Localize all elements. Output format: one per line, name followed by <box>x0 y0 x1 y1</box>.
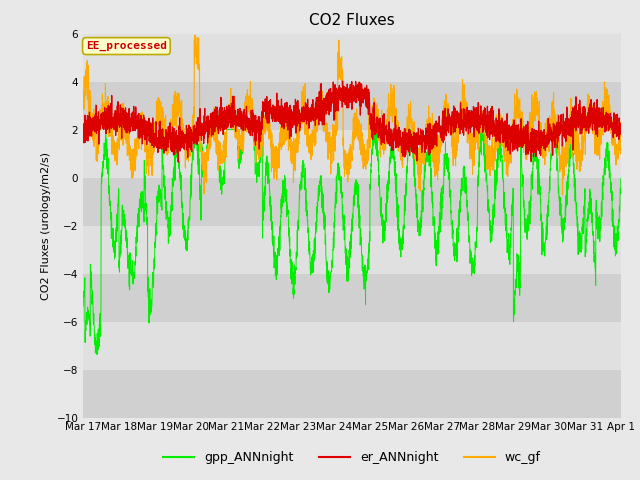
er_ANNnight <box>141 127 148 132</box>
er_ANNnight <box>79 128 87 133</box>
Text: EE_processed: EE_processed <box>86 41 167 51</box>
gpp_ANNnight <box>93 351 100 357</box>
Legend: gpp_ANNnight, er_ANNnight, wc_gf: gpp_ANNnight, er_ANNnight, wc_gf <box>158 446 546 469</box>
wc_gf <box>309 130 317 135</box>
Bar <box>83 226 621 274</box>
wc_gf <box>79 89 87 95</box>
gpp_ANNnight <box>617 175 625 181</box>
er_ANNnight <box>607 118 614 124</box>
wc_gf <box>617 124 625 130</box>
er_ANNnight <box>174 159 182 165</box>
Bar <box>83 274 621 322</box>
wc_gf <box>141 126 148 132</box>
gpp_ANNnight <box>190 127 198 132</box>
wc_gf <box>559 192 566 198</box>
wc_gf <box>607 109 614 115</box>
Bar <box>83 82 621 130</box>
Bar <box>83 178 621 226</box>
gpp_ANNnight <box>79 303 87 309</box>
Bar <box>83 130 621 178</box>
gpp_ANNnight <box>549 141 557 146</box>
gpp_ANNnight <box>173 141 180 147</box>
gpp_ANNnight <box>607 186 614 192</box>
gpp_ANNnight <box>141 186 148 192</box>
er_ANNnight <box>173 144 180 150</box>
Line: er_ANNnight: er_ANNnight <box>83 81 621 162</box>
Y-axis label: CO2 Fluxes (urology/m2/s): CO2 Fluxes (urology/m2/s) <box>41 152 51 300</box>
Bar <box>83 34 621 82</box>
Bar <box>83 322 621 370</box>
wc_gf <box>548 129 556 134</box>
gpp_ANNnight <box>309 252 317 257</box>
wc_gf <box>191 32 199 38</box>
er_ANNnight <box>617 132 625 137</box>
er_ANNnight <box>339 78 346 84</box>
Bar <box>83 370 621 418</box>
er_ANNnight <box>549 152 557 158</box>
Title: CO2 Fluxes: CO2 Fluxes <box>309 13 395 28</box>
Line: wc_gf: wc_gf <box>83 35 621 195</box>
gpp_ANNnight <box>286 234 294 240</box>
Line: gpp_ANNnight: gpp_ANNnight <box>83 130 621 354</box>
er_ANNnight <box>285 136 293 142</box>
wc_gf <box>285 122 293 128</box>
er_ANNnight <box>309 97 317 103</box>
wc_gf <box>173 125 180 131</box>
